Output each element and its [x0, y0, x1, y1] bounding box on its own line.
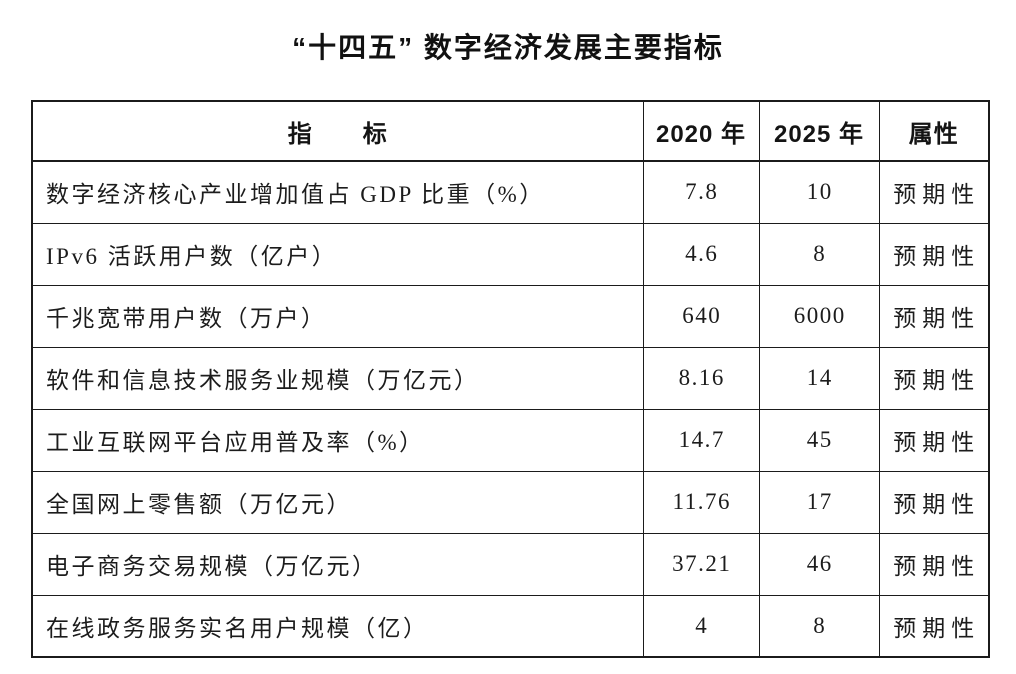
- cell-attribute: 预期性: [878, 284, 990, 348]
- header-indicator: 指 标: [31, 100, 644, 162]
- cell-2025-value: 17: [758, 470, 880, 534]
- cell-indicator: IPv6 活跃用户数（亿户）: [31, 222, 644, 286]
- cell-indicator: 在线政务服务实名用户规模（亿）: [31, 594, 644, 658]
- table-row: 数字经济核心产业增加值占 GDP 比重（%） 7.8 10 预期性: [31, 160, 990, 224]
- table-row: IPv6 活跃用户数（亿户） 4.6 8 预期性: [31, 222, 990, 286]
- header-2025: 2025 年: [758, 100, 880, 162]
- cell-2025-value: 14: [758, 346, 880, 410]
- cell-attribute: 预期性: [878, 532, 990, 596]
- table-row: 千兆宽带用户数（万户） 640 6000 预期性: [31, 284, 990, 348]
- cell-2025-value: 6000: [758, 284, 880, 348]
- table-row: 电子商务交易规模（万亿元） 37.21 46 预期性: [31, 532, 990, 596]
- cell-attribute: 预期性: [878, 346, 990, 410]
- cell-2025-value: 8: [758, 594, 880, 658]
- cell-attribute: 预期性: [878, 470, 990, 534]
- cell-2020-value: 640: [642, 284, 760, 348]
- indicators-table: 指 标 2020 年 2025 年 属性 数字经济核心产业增加值占 GDP 比重…: [31, 100, 990, 658]
- cell-2020-value: 4.6: [642, 222, 760, 286]
- cell-attribute: 预期性: [878, 408, 990, 472]
- cell-indicator: 数字经济核心产业增加值占 GDP 比重（%）: [31, 160, 644, 224]
- page-title: “十四五” 数字经济发展主要指标: [292, 32, 724, 63]
- cell-2020-value: 11.76: [642, 470, 760, 534]
- cell-2025-value: 10: [758, 160, 880, 224]
- table-header-row: 指 标 2020 年 2025 年 属性: [31, 100, 990, 162]
- cell-indicator: 千兆宽带用户数（万户）: [31, 284, 644, 348]
- cell-attribute: 预期性: [878, 160, 990, 224]
- table-row: 工业互联网平台应用普及率（%） 14.7 45 预期性: [31, 408, 990, 472]
- cell-indicator: 全国网上零售额（万亿元）: [31, 470, 644, 534]
- cell-2025-value: 46: [758, 532, 880, 596]
- cell-indicator: 工业互联网平台应用普及率（%）: [31, 408, 644, 472]
- table-row: 全国网上零售额（万亿元） 11.76 17 预期性: [31, 470, 990, 534]
- cell-attribute: 预期性: [878, 594, 990, 658]
- cell-2025-value: 45: [758, 408, 880, 472]
- cell-2020-value: 4: [642, 594, 760, 658]
- cell-attribute: 预期性: [878, 222, 990, 286]
- header-2020: 2020 年: [642, 100, 760, 162]
- table-row: 软件和信息技术服务业规模（万亿元） 8.16 14 预期性: [31, 346, 990, 410]
- cell-2020-value: 37.21: [642, 532, 760, 596]
- cell-2020-value: 7.8: [642, 160, 760, 224]
- cell-indicator: 电子商务交易规模（万亿元）: [31, 532, 644, 596]
- table-row: 在线政务服务实名用户规模（亿） 4 8 预期性: [31, 594, 990, 658]
- header-attribute: 属性: [878, 100, 990, 162]
- cell-2020-value: 14.7: [642, 408, 760, 472]
- cell-2025-value: 8: [758, 222, 880, 286]
- cell-2020-value: 8.16: [642, 346, 760, 410]
- cell-indicator: 软件和信息技术服务业规模（万亿元）: [31, 346, 644, 410]
